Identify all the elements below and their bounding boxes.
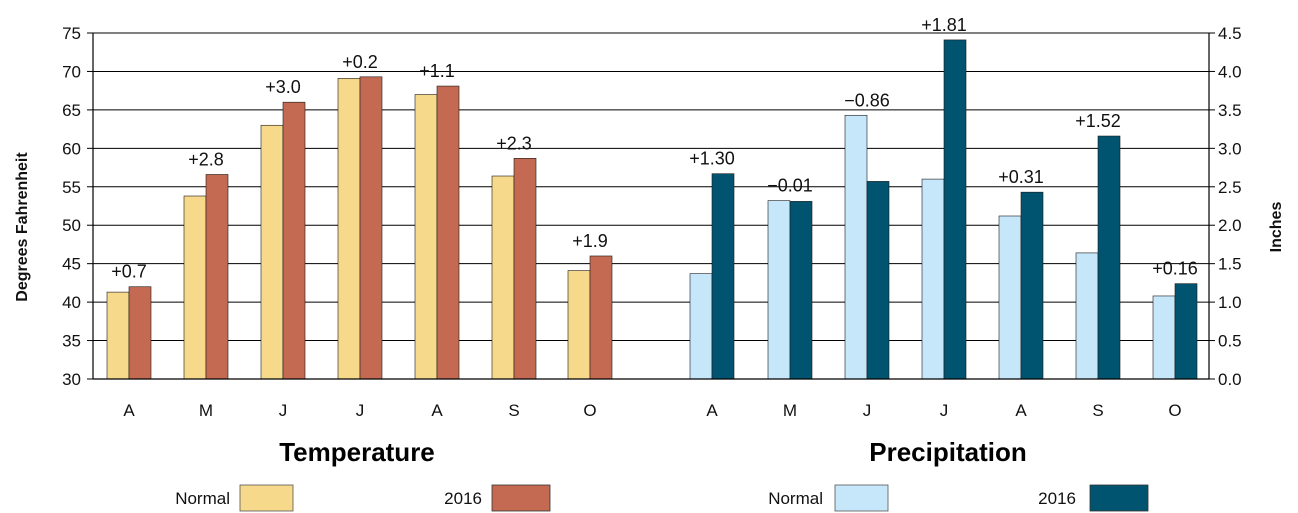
bar-precipitation-2016 <box>1020 191 1044 380</box>
legend-label: 2016 <box>444 489 482 508</box>
data-label: +2.8 <box>188 149 224 169</box>
y-tick-label-right: 1.5 <box>1218 255 1242 274</box>
y-tick-label-right: 4.0 <box>1218 62 1242 81</box>
legend-swatch <box>239 484 294 512</box>
bar-temperature-2016 <box>436 85 460 380</box>
y-tick-label-right: 2.5 <box>1218 178 1242 197</box>
bar-temperature-normal <box>491 175 515 380</box>
bar-temperature-normal <box>106 291 130 380</box>
bar-precipitation-normal <box>998 215 1022 380</box>
x-tick-label: M <box>199 401 213 420</box>
y-axis-title-right: Inches <box>1268 202 1285 253</box>
legend-swatch <box>834 484 889 512</box>
data-label: +1.81 <box>921 15 967 35</box>
data-label: +0.16 <box>1152 259 1198 279</box>
y-tick-label-left: 40 <box>62 293 81 312</box>
y-tick-label-right: 3.0 <box>1218 139 1242 158</box>
y-tick-label-left: 45 <box>62 255 81 274</box>
bar-temperature-normal <box>337 78 361 380</box>
x-tick-label: J <box>863 401 872 420</box>
x-tick-label: O <box>583 401 596 420</box>
bar-precipitation-2016 <box>1097 135 1121 380</box>
legend-label: 2016 <box>1038 489 1076 508</box>
bar-precipitation-2016 <box>1174 283 1198 380</box>
y-tick-label-left: 55 <box>62 178 81 197</box>
chart-title-precipitation: Precipitation <box>869 437 1026 467</box>
bar-precipitation-normal <box>921 178 945 380</box>
data-label: +0.2 <box>342 52 378 72</box>
bar-precipitation-normal <box>1152 295 1176 380</box>
bar-temperature-2016 <box>128 286 152 380</box>
x-tick-label: S <box>1092 401 1103 420</box>
legend-label: Normal <box>175 489 230 508</box>
bar-precipitation-2016 <box>711 173 735 380</box>
bar-temperature-normal <box>183 195 207 380</box>
y-tick-label-left: 60 <box>62 139 81 158</box>
bar-precipitation-2016 <box>866 181 890 380</box>
bar-temperature-normal <box>414 94 438 380</box>
bar-temperature-2016 <box>205 174 229 380</box>
bar-temperature-normal <box>260 124 284 380</box>
data-label: +2.3 <box>496 133 532 153</box>
y-tick-label-right: 2.0 <box>1218 216 1242 235</box>
y-tick-label-right: 3.5 <box>1218 101 1242 120</box>
x-tick-label: A <box>431 401 443 420</box>
data-label: +1.1 <box>419 61 455 81</box>
data-label: +1.9 <box>572 231 608 251</box>
y-tick-label-right: 1.0 <box>1218 293 1242 312</box>
x-tick-label: M <box>783 401 797 420</box>
y-tick-label-left: 30 <box>62 370 81 389</box>
x-tick-label: A <box>706 401 718 420</box>
y-tick-label-left: 75 <box>62 24 81 43</box>
x-tick-label: A <box>123 401 135 420</box>
bar-temperature-2016 <box>589 255 613 380</box>
bar-temperature-normal <box>567 270 591 380</box>
x-tick-label: J <box>940 401 949 420</box>
legend-swatch <box>491 484 551 512</box>
legend-label: Normal <box>768 489 823 508</box>
bar-precipitation-2016 <box>789 201 813 380</box>
data-label: +1.52 <box>1075 111 1121 131</box>
bar-precipitation-normal <box>1075 252 1099 380</box>
bar-precipitation-normal <box>844 114 868 380</box>
bar-precipitation-2016 <box>943 39 967 380</box>
bar-temperature-2016 <box>282 101 306 380</box>
x-tick-label: J <box>356 401 365 420</box>
data-label: +3.0 <box>265 77 301 97</box>
y-tick-label-left: 35 <box>62 332 81 351</box>
bar-precipitation-normal <box>767 200 791 380</box>
data-label: +0.7 <box>111 262 147 282</box>
bar-precipitation-normal <box>689 273 713 380</box>
x-tick-label: O <box>1168 401 1181 420</box>
x-tick-label: J <box>279 401 288 420</box>
data-label: −0.01 <box>767 176 813 196</box>
legend-swatch <box>1089 484 1149 512</box>
data-label: +1.30 <box>689 149 735 169</box>
bar-temperature-2016 <box>359 76 383 380</box>
bar-temperature-2016 <box>513 158 537 380</box>
data-label: +0.31 <box>998 167 1044 187</box>
x-tick-label: A <box>1015 401 1027 420</box>
y-tick-label-right: 0.5 <box>1218 332 1242 351</box>
y-axis-title-left: Degrees Fahrenheit <box>14 152 31 302</box>
y-tick-label-left: 65 <box>62 101 81 120</box>
y-tick-label-left: 70 <box>62 62 81 81</box>
x-tick-label: S <box>508 401 519 420</box>
y-tick-label-left: 50 <box>62 216 81 235</box>
y-tick-label-right: 4.5 <box>1218 24 1242 43</box>
y-tick-label-right: 0.0 <box>1218 370 1242 389</box>
chart-title-temperature: Temperature <box>279 437 435 467</box>
data-label: −0.86 <box>844 90 890 110</box>
